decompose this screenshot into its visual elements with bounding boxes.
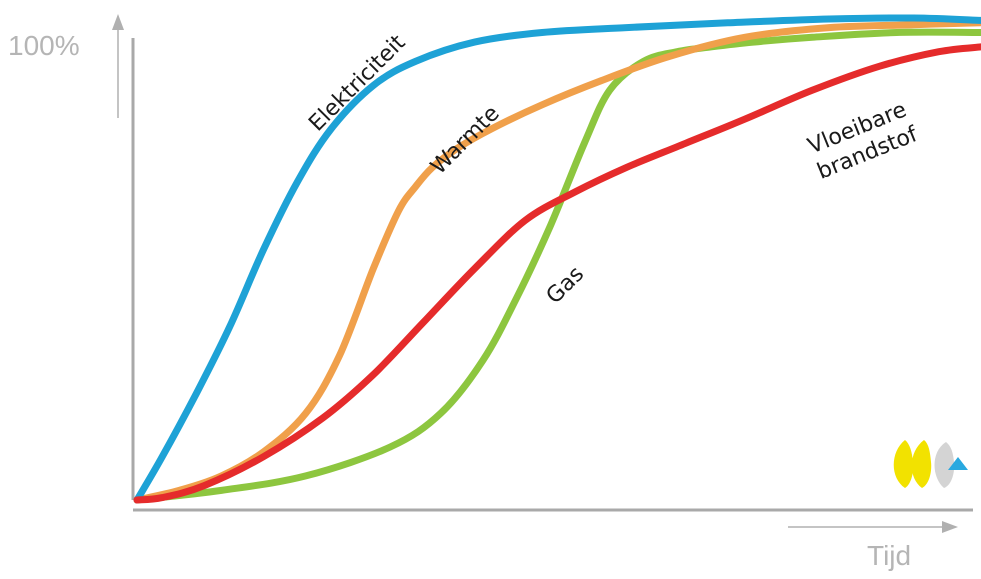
yellow-wave-logo-icon — [893, 440, 968, 488]
series-label-gas: Gas — [542, 262, 589, 309]
x-axis-label: Tijd — [867, 540, 912, 571]
series-label-warmte: Warmte — [426, 101, 505, 180]
series-line-warmte — [133, 19, 981, 504]
y-arrow-head — [112, 14, 124, 30]
series-label-vloeibare-brandstof: Vloeibarebrandstof — [804, 97, 923, 185]
series-label-elektriciteit: Elektriciteit — [304, 30, 410, 136]
series-line-gas — [133, 28, 981, 504]
x-arrow-head — [942, 521, 958, 533]
y-axis-label: 100% — [8, 30, 80, 61]
series-line-vloeibare-brandstof — [133, 43, 981, 504]
series-line-elektriciteit — [133, 14, 981, 504]
